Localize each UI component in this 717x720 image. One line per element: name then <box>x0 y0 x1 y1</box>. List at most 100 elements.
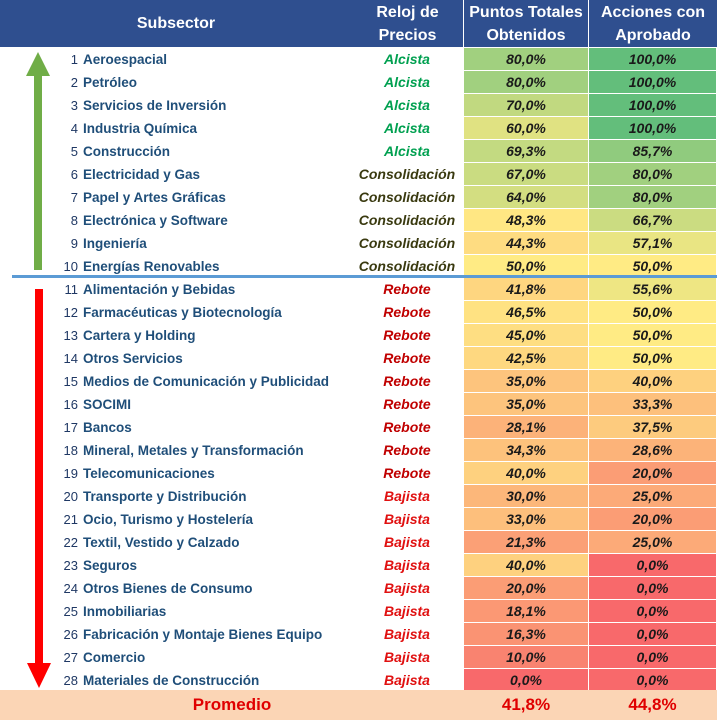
row-number: 24 <box>63 581 78 596</box>
row-number: 11 <box>64 282 79 297</box>
puntos-totales-cell: 70,0% <box>464 94 589 117</box>
puntos-totales-cell: 33,0% <box>464 508 589 531</box>
row-number: 22 <box>63 535 78 550</box>
price-clock-status: Alcista <box>384 74 430 90</box>
header-puntos-totales: Puntos Totales Obtenidos <box>464 0 588 47</box>
header-puntos-line1: Puntos Totales <box>469 3 583 21</box>
price-clock-status: Consolidación <box>358 189 456 205</box>
puntos-totales-cell: 80,0% <box>464 48 589 71</box>
row-number: 1 <box>70 52 78 67</box>
acciones-aprobado-cell: 50,0% <box>589 347 717 370</box>
header-subsector: Subsector <box>0 0 352 47</box>
row-number: 25 <box>63 604 78 619</box>
price-clock-status: Rebote <box>383 281 431 297</box>
acciones-aprobado-cell: 0,0% <box>589 669 717 692</box>
table-row: 4 Industria Química Alcista 60,0% 100,0% <box>0 117 717 140</box>
acciones-aprobado-cell: 80,0% <box>589 186 717 209</box>
acciones-aprobado-cell: 80,0% <box>589 163 717 186</box>
puntos-totales-cell: 40,0% <box>464 554 589 577</box>
row-number: 6 <box>70 167 78 182</box>
price-clock-status: Alcista <box>384 143 430 159</box>
subsector-name: Petróleo <box>83 75 138 90</box>
trend-arrows <box>26 52 51 688</box>
table-row: 21 Ocio, Turismo y Hostelería Bajista 33,0%… <box>0 508 717 531</box>
up-arrow-icon <box>26 52 50 270</box>
puntos-totales-cell: 21,3% <box>464 531 589 554</box>
puntos-totales-cell: 60,0% <box>464 117 589 140</box>
table-row: 20 Transporte y Distribución Bajista 30,0% 2… <box>0 485 717 508</box>
table-row: 22 Textil, Vestido y Calzado Bajista 21,3% 2… <box>0 531 717 554</box>
average-acciones: 44,8% <box>628 695 677 714</box>
subsector-name: Electrónica y Software <box>83 213 228 228</box>
subsector-name: Cartera y Holding <box>83 328 196 343</box>
acciones-aprobado-cell: 50,0% <box>589 301 717 324</box>
row-number: 19 <box>63 466 78 481</box>
puntos-totales-cell: 41,8% <box>464 278 589 301</box>
puntos-totales-cell: 0,0% <box>464 669 589 692</box>
price-clock-status: Bajista <box>384 488 430 504</box>
acciones-aprobado-cell: 100,0% <box>589 48 717 71</box>
acciones-aprobado-cell: 66,7% <box>589 209 717 232</box>
row-number: 26 <box>63 627 78 642</box>
puntos-totales-cell: 18,1% <box>464 600 589 623</box>
acciones-aprobado-cell: 0,0% <box>589 554 717 577</box>
table-row: 3 Servicios de Inversión Alcista 70,0% 100,0… <box>0 94 717 117</box>
subsector-name: Farmacéuticas y Biotecnología <box>83 305 282 320</box>
puntos-totales-cell: 20,0% <box>464 577 589 600</box>
acciones-aprobado-cell: 50,0% <box>589 324 717 347</box>
row-number: 4 <box>70 121 78 136</box>
acciones-aprobado-cell: 0,0% <box>589 600 717 623</box>
price-clock-status: Consolidación <box>358 235 456 251</box>
puntos-totales-cell: 30,0% <box>464 485 589 508</box>
subsector-name: Industria Química <box>83 121 198 136</box>
subsector-name: Servicios de Inversión <box>83 98 227 113</box>
price-clock-status: Bajista <box>384 672 430 688</box>
subsector-name: Mineral, Metales y Transformación <box>83 443 304 458</box>
acciones-aprobado-cell: 25,0% <box>589 531 717 554</box>
subsector-name: Otros Bienes de Consumo <box>83 581 253 596</box>
row-number: 10 <box>63 259 78 274</box>
average-label: Promedio <box>192 695 272 714</box>
row-number: 7 <box>70 190 78 205</box>
down-arrow-icon <box>27 289 51 688</box>
subsector-name: Materiales de Construcción <box>83 673 260 688</box>
price-clock-status: Bajista <box>384 534 430 550</box>
table-row: 6 Electricidad y Gas Consolidación 67,0% 80,… <box>0 163 717 186</box>
acciones-aprobado-cell: 25,0% <box>589 485 717 508</box>
row-number: 12 <box>63 305 78 320</box>
puntos-totales-cell: 35,0% <box>464 393 589 416</box>
row-number: 16 <box>63 397 78 412</box>
puntos-totales-cell: 48,3% <box>464 209 589 232</box>
puntos-totales-cell: 40,0% <box>464 462 589 485</box>
price-clock-status: Bajista <box>384 649 430 665</box>
subsector-name: Inmobiliarias <box>83 604 167 619</box>
average-row: Promedio 41,8% 44,8% <box>0 690 717 720</box>
table-row: 1 Aeroespacial Alcista 80,0% 100,0% <box>0 48 717 71</box>
subsector-name: Alimentación y Bebidas <box>83 282 236 297</box>
price-clock-status: Alcista <box>384 51 430 67</box>
price-clock-status: Consolidación <box>358 258 456 274</box>
subsector-name: Ingeniería <box>83 236 147 251</box>
row-number: 27 <box>63 650 78 665</box>
header-acciones-line1: Acciones con <box>600 3 706 21</box>
price-clock-status: Consolidación <box>358 212 456 228</box>
table-row: 24 Otros Bienes de Consumo Bajista 20,0% 0,0… <box>0 577 717 600</box>
subsector-name: Papel y Artes Gráficas <box>83 190 226 205</box>
subsector-name: Otros Servicios <box>83 351 183 366</box>
price-clock-status: Consolidación <box>358 166 456 182</box>
table-row: 2 Petróleo Alcista 80,0% 100,0% <box>0 71 717 94</box>
puntos-totales-cell: 69,3% <box>464 140 589 163</box>
table-row: 18 Mineral, Metales y Transformación Rebot… <box>0 439 717 462</box>
puntos-totales-cell: 10,0% <box>464 646 589 669</box>
table-row: 9 Ingeniería Consolidación 44,3% 57,1% <box>0 232 717 255</box>
table-row: 23 Seguros Bajista 40,0% 0,0% <box>0 554 717 577</box>
table-row: 8 Electrónica y Software Consolidación 48,3… <box>0 209 717 232</box>
group-divider <box>12 275 717 278</box>
row-number: 13 <box>63 328 78 343</box>
table-row: 26 Fabricación y Montaje Bienes Equipo Baj… <box>0 623 717 646</box>
table-row: 16 SOCIMI Rebote 35,0% 33,3% <box>0 393 717 416</box>
subsector-name: Ocio, Turismo y Hostelería <box>83 512 254 527</box>
puntos-totales-cell: 46,5% <box>464 301 589 324</box>
puntos-totales-cell: 44,3% <box>464 232 589 255</box>
